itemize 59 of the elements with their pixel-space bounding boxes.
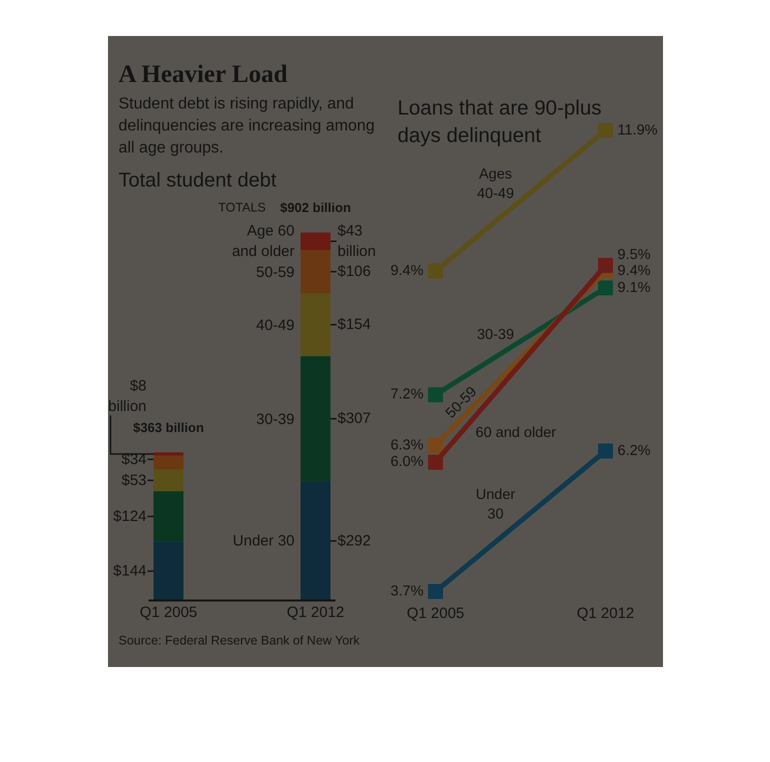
bar: [300, 250, 330, 294]
bar: [300, 293, 330, 356]
text: A Heavier Load: [118, 61, 288, 88]
series-label: 40-49: [256, 317, 295, 334]
series-label: 60 and older: [476, 424, 556, 441]
bar: [300, 232, 330, 250]
data-label: $53: [121, 472, 147, 489]
series-label: Ages 40-49: [476, 166, 514, 202]
series-label: Under 30: [232, 532, 295, 550]
data-label: $106: [338, 263, 371, 280]
data-label: 6.3%: [390, 437, 424, 454]
total-label: $902 billion: [280, 200, 351, 215]
series-label: 30-39: [256, 411, 295, 428]
data-label: 6.2%: [618, 442, 651, 459]
point: [598, 258, 613, 273]
data-label: $144: [113, 562, 147, 580]
series-label: 30-39: [476, 327, 514, 344]
point: [598, 123, 613, 138]
source-note: Source: Federal Reserve Bank of New York: [118, 634, 360, 648]
total-label: $363 billion: [133, 420, 204, 435]
data-label: 3.7%: [390, 584, 424, 600]
data-label: $154: [338, 316, 371, 334]
bar: [154, 491, 184, 542]
point: [428, 438, 443, 453]
data-label: $43 billion: [338, 222, 376, 260]
data-label: 9.4%: [618, 263, 651, 280]
bar: [154, 470, 184, 492]
data-label: 6.0%: [390, 454, 424, 470]
data-label: 9.1%: [618, 280, 651, 296]
data-label: $124: [113, 508, 147, 525]
series-label: Age 60 and older: [232, 222, 295, 260]
x-tick-label: Q1 2012: [576, 605, 634, 622]
text: TOTALS: [218, 200, 266, 214]
x-tick-label: Q1 2005: [140, 604, 198, 621]
bar: [154, 456, 184, 470]
data-label: $8 billion: [108, 378, 147, 416]
data-label: 9.4%: [390, 263, 424, 280]
bar: [154, 542, 184, 600]
point: [428, 454, 443, 470]
x-tick-label: Q1 2005: [406, 605, 464, 622]
data-label: 7.2%: [390, 386, 424, 403]
data-label: 11.9%: [618, 122, 658, 138]
x-tick-label: Q1 2012: [286, 604, 344, 621]
bar: [300, 481, 330, 600]
point: [428, 264, 443, 279]
bar: [300, 356, 330, 482]
data-label: $307: [338, 410, 371, 428]
text: Student debt is rising rapidly, and delinquencies are increasing among all age groups.: [118, 96, 375, 157]
point: [598, 443, 613, 458]
series-label: Under 30: [476, 487, 516, 522]
point: [428, 584, 443, 599]
chart-title: Loans that are 90-plus days delinquent: [398, 96, 602, 148]
data-label: 9.5%: [618, 246, 651, 263]
series-label: 50-59: [256, 264, 295, 282]
chart-title: Total student debt: [118, 170, 277, 192]
data-label: $292: [338, 532, 371, 550]
bar: [154, 452, 184, 456]
point: [428, 387, 443, 402]
point: [598, 280, 613, 296]
